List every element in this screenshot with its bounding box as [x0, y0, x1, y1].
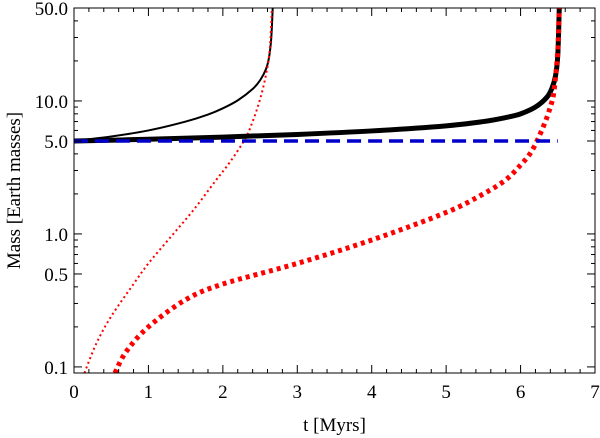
x-tick-label: 0 [69, 382, 79, 403]
x-tick-label: 3 [293, 382, 303, 403]
y-axis-label: Mass [Earth masses] [4, 112, 25, 269]
x-tick-label: 7 [590, 382, 600, 403]
tick-layer: 0 1 2 3 4 5 6 7 0.1 0.5 1.0 5.0 10.0 50.0 [35, 0, 600, 403]
x-tick-label: 2 [218, 382, 228, 403]
x-tick-label: 5 [441, 382, 451, 403]
y-tick-label: 0.1 [44, 358, 68, 379]
x-tick-label: 6 [516, 382, 526, 403]
y-tick-label: 10.0 [35, 92, 68, 113]
y-tick-label: 50.0 [35, 0, 68, 20]
y-tick-label: 1.0 [44, 225, 68, 246]
y-tick-label: 5.0 [44, 132, 68, 153]
x-tick-label: 1 [144, 382, 154, 403]
series-envelope-mass-thin [83, 8, 273, 373]
series-layer [74, 8, 562, 373]
series-envelope-mass-thick [112, 8, 562, 373]
plot-frame [73, 7, 596, 374]
series-core-mass-thick [74, 8, 562, 144]
y-tick-label: 0.5 [44, 265, 68, 286]
x-tick-label: 4 [367, 382, 377, 403]
x-axis-label: t [Myrs] [303, 415, 366, 436]
